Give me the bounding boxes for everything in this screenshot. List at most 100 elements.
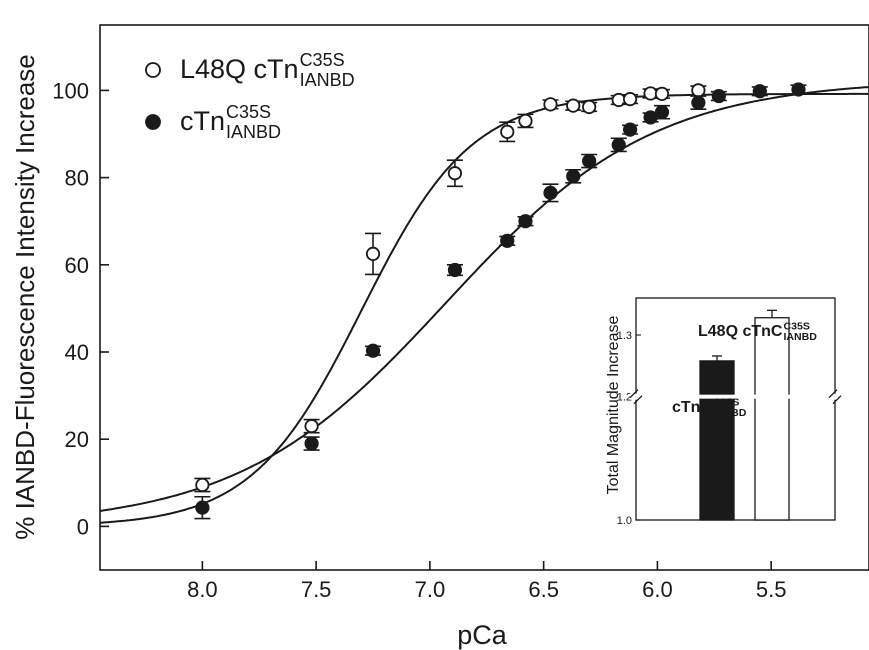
filled-circle-marker xyxy=(611,137,626,152)
legend-marker-series-1 xyxy=(145,62,161,78)
inset-break-mask xyxy=(630,393,642,400)
data-point-series-1 xyxy=(622,92,639,107)
fit-curve-series-2 xyxy=(100,86,869,512)
fit-curve-series-1 xyxy=(100,92,869,524)
x-axis-label: pCa xyxy=(457,620,508,650)
legend-sub-series-2: IANBD xyxy=(226,122,281,142)
data-point-series-2 xyxy=(790,82,807,97)
filled-circle-marker xyxy=(566,169,581,184)
data-point-series-1 xyxy=(194,477,211,493)
filled-circle-marker xyxy=(711,88,726,104)
data-point-series-2 xyxy=(653,104,670,120)
x-tick-label: 5.5 xyxy=(756,577,787,602)
open-circle-marker xyxy=(691,83,706,98)
open-circle-marker xyxy=(365,246,381,261)
data-point-series-1 xyxy=(365,232,382,276)
data-point-series-2 xyxy=(365,343,382,358)
x-tick-label: 6.0 xyxy=(642,577,673,602)
y-axis-label: % IANBD-Fluorescence Intensity Increase xyxy=(10,54,40,540)
filled-circle-marker xyxy=(500,233,515,248)
filled-circle-marker xyxy=(623,122,638,137)
data-point-series-2 xyxy=(194,495,211,520)
filled-circle-marker xyxy=(691,95,706,110)
legend-marker-series-2 xyxy=(145,114,161,130)
data-point-series-2 xyxy=(622,122,639,137)
data-point-series-1 xyxy=(446,159,463,188)
y-tick-label: 60 xyxy=(65,253,89,278)
inset-bar-label-2-text: L48Q cTnC xyxy=(698,323,783,340)
open-circle-marker xyxy=(500,124,515,139)
inset-bar-label-2-sub: IANBD xyxy=(783,331,817,343)
inset-frame xyxy=(635,297,836,521)
y-tick-label: 80 xyxy=(65,166,89,191)
inset-y-tick-label: 1.3 xyxy=(617,330,632,342)
data-point-series-1 xyxy=(517,113,534,129)
filled-circle-marker xyxy=(447,262,463,278)
inset-break-mark xyxy=(633,395,643,405)
data-point-series-2 xyxy=(565,168,582,184)
filled-circle-marker xyxy=(304,436,319,451)
filled-circle-marker xyxy=(543,185,558,200)
inset-bar-2 xyxy=(754,309,790,521)
legend-label-series-2: cTn xyxy=(180,106,225,136)
data-point-series-2 xyxy=(542,183,559,203)
inset-bar-label-1-main: cTnC xyxy=(672,399,712,416)
open-circle-marker xyxy=(447,166,463,181)
inset-bar-label-2-sup: C35S xyxy=(783,320,809,332)
data-point-series-1 xyxy=(581,99,598,115)
open-circle-marker xyxy=(195,477,210,493)
filled-circle-marker xyxy=(643,110,658,125)
data-point-series-2 xyxy=(581,153,598,169)
inset-break-mask xyxy=(829,393,841,400)
filled-circle-marker xyxy=(518,214,533,229)
filled-circle-marker xyxy=(195,500,210,515)
inset-y-axis-label: Total Magnitude Increase xyxy=(605,316,622,495)
data-point-series-2 xyxy=(610,137,627,153)
x-tick-label: 6.5 xyxy=(528,577,559,602)
filled-circle-marker xyxy=(791,82,806,97)
data-point-series-2 xyxy=(690,95,707,110)
inset-bar-1 xyxy=(699,355,735,521)
plot-frame xyxy=(99,24,869,571)
inset-y-tick-label: 1.2 xyxy=(617,392,632,404)
inset-break-mark xyxy=(629,389,639,399)
inset-y-tick-label: 1.0 xyxy=(617,515,632,527)
data-point-series-2 xyxy=(303,436,320,451)
inset-bar-rect xyxy=(754,317,790,521)
open-circle-marker xyxy=(566,98,581,113)
open-circle-marker xyxy=(543,97,558,112)
legend-sup-series-1: C35S xyxy=(300,50,345,70)
inset-axis-break-gap xyxy=(695,394,795,399)
data-point-series-2 xyxy=(751,84,768,99)
inset-break-mark xyxy=(832,395,842,405)
data-point-series-1 xyxy=(653,86,670,101)
data-point-series-1 xyxy=(499,121,516,143)
inset-bar-label-1-sup: C35S xyxy=(713,396,739,408)
legend-sup-series-2: C35S xyxy=(226,102,271,122)
inset-bar-label-2-main: L48Q cTnC xyxy=(698,323,783,340)
filled-circle-marker xyxy=(365,343,381,358)
data-point-series-1 xyxy=(542,97,559,112)
filled-circle-marker xyxy=(752,84,767,99)
inset-break-mark xyxy=(828,389,838,399)
data-point-series-1 xyxy=(303,418,320,434)
data-point-series-2 xyxy=(446,262,463,278)
legend-sub-series-1: IANBD xyxy=(300,70,355,90)
inset-bar-label-1-sub: IANBD xyxy=(713,407,747,419)
inset-bar-label-1-text: cTnC xyxy=(672,399,712,416)
filled-circle-marker xyxy=(582,153,597,169)
data-point-series-2 xyxy=(517,214,534,229)
y-tick-label: 40 xyxy=(65,340,89,365)
data-point-series-2 xyxy=(499,233,516,248)
data-point-series-1 xyxy=(690,83,707,98)
data-point-series-1 xyxy=(565,98,582,113)
x-tick-label: 7.5 xyxy=(301,577,332,602)
y-tick-label: 20 xyxy=(65,427,89,452)
open-circle-marker xyxy=(654,86,670,101)
data-point-series-2 xyxy=(642,110,659,125)
x-tick-label: 7.0 xyxy=(415,577,446,602)
